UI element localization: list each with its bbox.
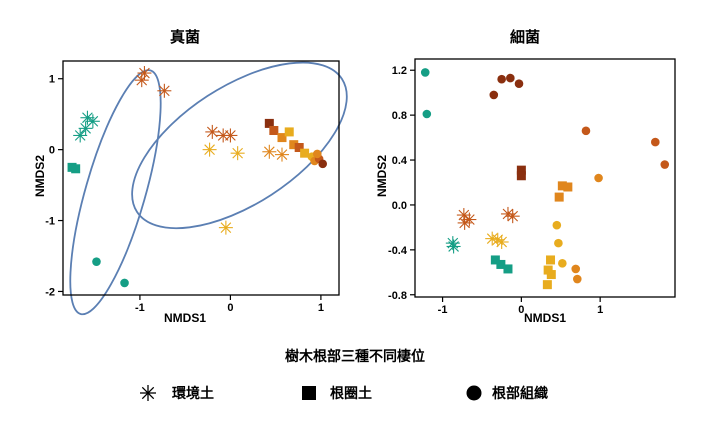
- bacteria-point-circle: [660, 160, 670, 169]
- bacteria-point-square: [503, 264, 513, 274]
- fungi-y-tick-label: 0: [49, 145, 55, 157]
- bacteria-point-square: [546, 270, 556, 280]
- fungi-point-square: [269, 125, 279, 135]
- bacteria-point-circle: [497, 74, 506, 84]
- bacteria-point-circle: [571, 264, 581, 274]
- fungi-point-asterisk: [202, 142, 217, 157]
- legend-circle-icon: [466, 385, 482, 401]
- bacteria-y-axis-title: NMDS2: [375, 155, 389, 197]
- bacteria-point-asterisk: [490, 232, 505, 247]
- fungi-x-tick-label: 1: [318, 302, 324, 314]
- fungi-y-axis-title: NMDS2: [33, 155, 47, 197]
- bacteria-y-tick-label: 0.4: [392, 155, 408, 167]
- fungi-point-asterisk: [223, 128, 238, 143]
- fungi-y-tick-label: -2: [45, 286, 55, 298]
- fungi-point-square: [264, 118, 274, 128]
- legend-item-environment-soil: 環境土: [140, 385, 214, 402]
- bacteria-point-square: [516, 171, 526, 181]
- bacteria-y-tick-label: -0.4: [388, 245, 408, 257]
- fungi-group-ellipse: [131, 61, 348, 230]
- bacteria-point-asterisk: [505, 209, 520, 224]
- fungi-x-tick-label: -1: [135, 302, 145, 314]
- fungi-point-asterisk: [274, 147, 289, 162]
- legend-item-rhizosphere-soil: 根圈土: [302, 385, 372, 402]
- fungi-point-circle: [92, 257, 101, 266]
- bacteria-point-circle: [651, 137, 660, 147]
- bacteria-point-circle: [558, 259, 567, 268]
- bacteria-point-circle: [554, 238, 563, 248]
- bacteria-panel-title: 細菌: [510, 28, 540, 46]
- bacteria-y-tick-label: 1.2: [392, 65, 407, 77]
- bacteria-point-circle: [581, 126, 591, 136]
- bacteria-point-square: [542, 280, 552, 290]
- fungi-plot-group: -1 0 1 1 0 -1 -2: [45, 60, 348, 316]
- bacteria-point-circle: [422, 109, 432, 119]
- fungi-plot-frame: [62, 60, 340, 296]
- fungi-group-ellipse: [69, 69, 162, 316]
- fungi-point-square: [277, 133, 287, 143]
- fungi-point-asterisk: [230, 146, 245, 161]
- legend-asterisk-icon: [140, 385, 156, 401]
- fungi-point-square: [294, 143, 304, 153]
- fungi-x-tick-label: 0: [227, 302, 233, 314]
- bacteria-point-square: [554, 192, 564, 202]
- fungi-point-asterisk: [137, 66, 152, 81]
- fungi-point-circle: [318, 159, 328, 169]
- legend-label-root-tissue: 根部組織: [492, 385, 548, 402]
- fungi-point-asterisk: [218, 220, 233, 235]
- bacteria-point-circle: [573, 274, 582, 284]
- bacteria-x-tick-label: 0: [518, 304, 524, 316]
- bacteria-point-circle: [420, 68, 430, 77]
- fungi-point-square: [71, 164, 81, 174]
- bacteria-plot-frame: [414, 58, 676, 298]
- fungi-point-asterisk: [73, 128, 88, 143]
- bacteria-point-asterisk: [446, 239, 461, 254]
- bacteria-y-tick-label: -0.8: [388, 290, 407, 302]
- legend-item-root-tissue: 根部組織: [466, 385, 548, 402]
- bacteria-point-square: [563, 182, 573, 192]
- fungi-point-circle: [312, 149, 322, 159]
- bacteria-point-circle: [514, 79, 524, 88]
- legend-label-environment-soil: 環境土: [172, 385, 214, 402]
- bacteria-point-circle: [594, 173, 603, 183]
- bacteria-point-square: [557, 181, 567, 191]
- bacteria-point-square: [546, 255, 556, 265]
- bacteria-y-tick-label: 0.0: [392, 200, 407, 212]
- bacteria-point-circle: [506, 73, 515, 83]
- legend-title: 樹木根部三種不同棲位: [285, 348, 425, 365]
- fungi-point-asterisk: [262, 144, 277, 159]
- fungi-y-tick-label: 1: [49, 74, 55, 86]
- fungi-point-circle: [120, 278, 129, 288]
- fungi-point-asterisk: [78, 121, 93, 136]
- bacteria-point-circle: [489, 90, 499, 100]
- fungi-point-square: [300, 148, 310, 158]
- legend-square-icon: [302, 386, 316, 400]
- fungi-point-square: [289, 140, 299, 150]
- bacteria-point-asterisk: [457, 215, 472, 230]
- fungi-panel-title: 真菌: [170, 28, 200, 46]
- fungi-point-asterisk: [134, 73, 149, 88]
- bacteria-plot-group: -1 0 1 1.2 0.8 0.4 0.0 -0.4 -0.8: [388, 58, 676, 316]
- bacteria-y-tick-label: 0.8: [392, 110, 407, 122]
- fungi-x-axis-title: NMDS1: [164, 311, 206, 325]
- bacteria-point-square: [516, 165, 526, 175]
- fungi-point-asterisk: [157, 83, 172, 98]
- bacteria-point-asterisk: [494, 234, 509, 249]
- bacteria-x-tick-label: -1: [438, 304, 448, 316]
- bacteria-x-tick-label: 1: [597, 304, 603, 316]
- legend-label-rhizosphere-soil: 根圈土: [330, 385, 372, 402]
- fungi-point-square: [284, 127, 294, 137]
- fungi-point-asterisk: [205, 124, 220, 139]
- bacteria-point-square: [496, 259, 506, 269]
- bacteria-x-axis-title: NMDS1: [524, 311, 566, 325]
- bacteria-point-circle: [552, 220, 562, 230]
- fungi-y-tick-label: -1: [45, 216, 55, 228]
- bacteria-point-square: [490, 255, 500, 265]
